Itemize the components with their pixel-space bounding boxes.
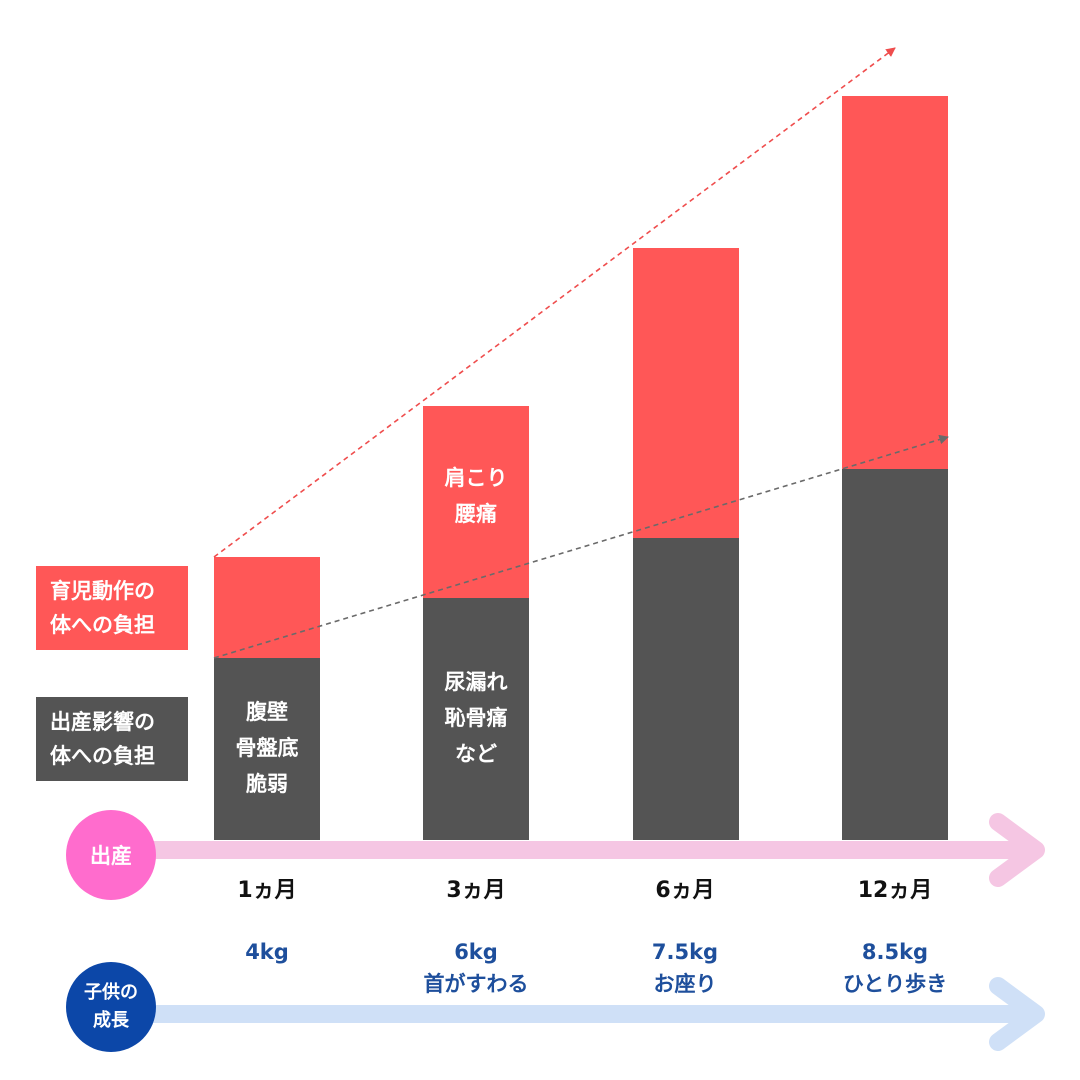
growth-2: 6kg 首がすわる bbox=[376, 936, 576, 1000]
bar-1-childcare-segment bbox=[214, 557, 320, 658]
growth-4-milestone: ひとり歩き bbox=[842, 972, 948, 996]
child-growth-badge: 子供の 成長 bbox=[66, 962, 156, 1052]
legend-childbirth-line-2: 体への負担 bbox=[50, 744, 155, 768]
bar-2-top-label: 肩こり 腰痛 bbox=[423, 460, 529, 532]
bar-2-bottom-line-3: など bbox=[455, 742, 497, 766]
bar-2-childcare-segment bbox=[423, 406, 529, 598]
child-growth-badge-line-2: 成長 bbox=[93, 1010, 129, 1031]
child-growth-badge-line-1: 子供の bbox=[84, 982, 138, 1003]
trend-layer bbox=[213, 47, 949, 659]
bar-2-bottom-line-2: 恥骨痛 bbox=[444, 706, 508, 730]
childcare-trend-line bbox=[213, 47, 896, 558]
bar-2-childbirth-segment bbox=[423, 598, 529, 840]
growth-4: 8.5kg ひとり歩き bbox=[795, 936, 995, 1000]
growth-3-milestone: お座り bbox=[653, 972, 717, 996]
bar-2-bottom-line-1: 尿漏れ bbox=[444, 670, 508, 694]
birth-badge: 出産 bbox=[66, 810, 156, 900]
birth-timeline-arrow bbox=[141, 813, 1045, 887]
growth-4-weight: 8.5kg bbox=[861, 940, 929, 964]
legend-childbirth-burden: 出産影響の 体への負担 bbox=[36, 697, 188, 781]
month-label-2: 3ヵ月 bbox=[446, 878, 506, 903]
bar-4-childcare-segment bbox=[842, 96, 948, 469]
bar-2-bottom-label: 尿漏れ 恥骨痛 など bbox=[423, 664, 529, 772]
month-label-1: 1ヵ月 bbox=[237, 878, 297, 903]
legend-childcare-line-1: 育児動作の bbox=[50, 579, 155, 603]
growth-1-weight: 4kg bbox=[245, 940, 289, 964]
month-label-4: 12ヵ月 bbox=[857, 878, 933, 903]
bar-3-childbirth-segment bbox=[633, 538, 739, 840]
growth-2-milestone: 首がすわる bbox=[423, 972, 529, 996]
bars-layer bbox=[214, 96, 948, 840]
bar-1-bottom-label: 腹壁 骨盤底 脆弱 bbox=[214, 694, 320, 802]
bar-4-childbirth-segment bbox=[842, 469, 948, 840]
childbirth-trend-line bbox=[213, 434, 949, 659]
growth-3-weight: 7.5kg bbox=[651, 940, 719, 964]
bar-1-bottom-line-1: 腹壁 bbox=[246, 700, 288, 724]
growth-1: 4kg bbox=[167, 936, 367, 968]
bar-2-top-line-2: 腰痛 bbox=[455, 502, 497, 526]
growth-2-weight: 6kg bbox=[454, 940, 498, 964]
bar-1-bottom-line-3: 脆弱 bbox=[246, 772, 288, 796]
bar-1-bottom-line-2: 骨盤底 bbox=[235, 736, 299, 760]
birth-badge-label: 出産 bbox=[90, 844, 132, 868]
month-label-3: 6ヵ月 bbox=[655, 878, 715, 903]
growth-3: 7.5kg お座り bbox=[585, 936, 785, 1000]
legend-childcare-line-2: 体への負担 bbox=[50, 613, 155, 637]
bar-3-childcare-segment bbox=[633, 248, 739, 538]
bar-2-top-line-1: 肩こり bbox=[444, 466, 508, 490]
legend-childcare-burden: 育児動作の 体への負担 bbox=[36, 566, 188, 650]
axes-layer bbox=[141, 813, 1045, 1051]
growth-timeline-arrow bbox=[141, 977, 1045, 1051]
bar-1-childbirth-segment bbox=[214, 658, 320, 840]
legend-childbirth-line-1: 出産影響の bbox=[50, 710, 155, 734]
